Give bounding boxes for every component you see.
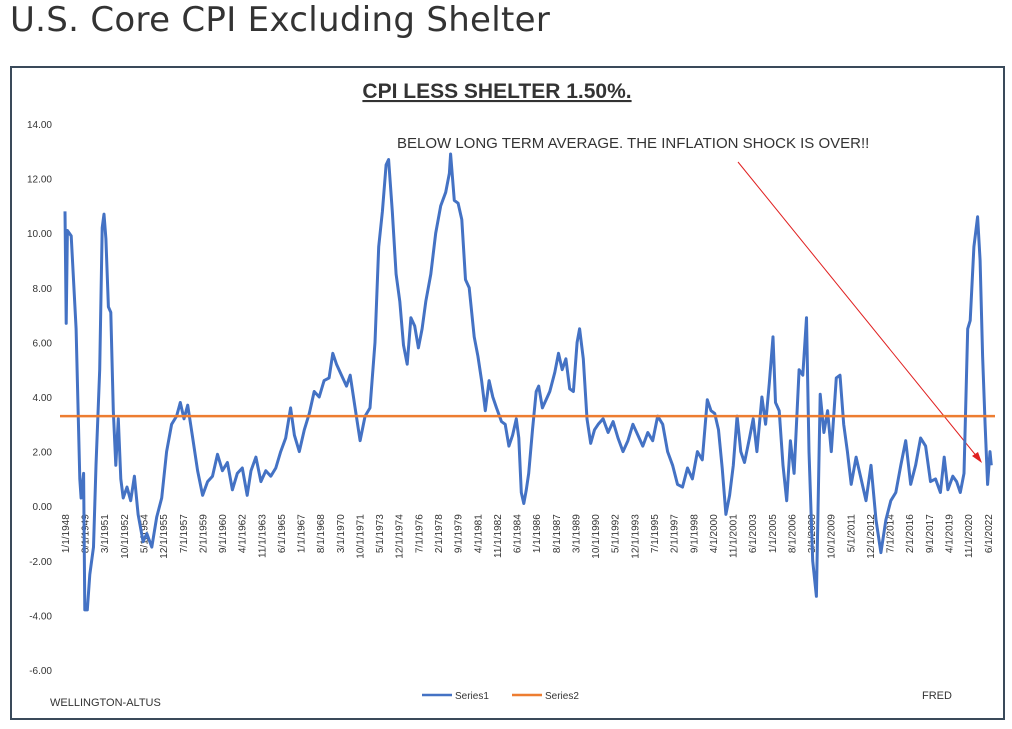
x-tick-label: 5/1/1973 xyxy=(375,514,386,553)
x-tick-label: 2/1/1959 xyxy=(198,514,209,553)
x-tick-label: 11/1/2020 xyxy=(964,514,975,558)
x-tick-label: 7/1/2014 xyxy=(886,514,897,553)
x-tick-label: 4/1/2000 xyxy=(709,514,720,553)
x-tick-label: 8/1/1987 xyxy=(552,514,563,553)
x-tick-label: 3/1/1989 xyxy=(571,514,582,553)
line-series xyxy=(63,152,993,612)
y-tick-label: 10.00 xyxy=(27,229,52,240)
x-tick-label: 2/1/1997 xyxy=(670,514,681,553)
x-tick-label: 6/1/1965 xyxy=(277,514,288,553)
y-tick-label: 4.00 xyxy=(33,393,53,404)
x-tick-label: 3/1/1970 xyxy=(336,514,347,553)
legend-label: Series2 xyxy=(545,691,579,702)
y-tick-label: 14.00 xyxy=(27,120,52,131)
x-tick-label: 9/1/2017 xyxy=(925,514,936,553)
x-tick-label: 6/1/2003 xyxy=(748,514,759,553)
arrow-head xyxy=(972,452,982,463)
x-tick-label: 7/1/1995 xyxy=(650,514,661,553)
x-tick-label: 12/1/1974 xyxy=(395,514,406,559)
x-tick-label: 5/1/1954 xyxy=(139,514,150,553)
x-tick-label: 4/1/1962 xyxy=(238,514,249,553)
x-tick-label: 9/1/1979 xyxy=(454,514,465,553)
x-tick-label: 7/1/1976 xyxy=(414,514,425,553)
x-tick-label: 5/1/2011 xyxy=(846,514,857,553)
chart-frame xyxy=(10,66,1005,720)
legend-label: Series1 xyxy=(455,691,489,702)
y-tick-label: 0.00 xyxy=(33,502,53,513)
x-tick-label: 6/1/2022 xyxy=(984,514,995,553)
x-tick-label: 9/1/1998 xyxy=(689,514,700,553)
x-tick-label: 1/1/1967 xyxy=(297,514,308,553)
x-tick-label: 11/1/1963 xyxy=(257,514,268,558)
annotation: BELOW LONG TERM AVERAGE. THE INFLATION S… xyxy=(397,135,869,152)
x-tick-label: 12/1/2012 xyxy=(866,514,877,559)
x-tick-label: 8/1/2006 xyxy=(787,514,798,553)
y-tick-label: 12.00 xyxy=(27,175,52,186)
x-tick-label: 5/1/1992 xyxy=(611,514,622,553)
x-tick-label: 4/1/2019 xyxy=(944,514,955,553)
x-tick-label: 1/1/1986 xyxy=(532,514,543,553)
x-tick-label: 8/1/1949 xyxy=(81,514,92,553)
chart-title: CPI LESS SHELTER 1.50%. xyxy=(362,80,631,103)
y-tick-label: 6.00 xyxy=(33,338,53,349)
x-tick-label: 2/1/1978 xyxy=(434,514,445,553)
y-tick-label: -2.00 xyxy=(29,557,52,568)
y-tick-label: -4.00 xyxy=(29,611,52,622)
x-tick-label: 1/1/2005 xyxy=(768,514,779,553)
x-tick-label: 1/1/1948 xyxy=(61,514,72,553)
x-tick-label: 9/1/1960 xyxy=(218,514,229,553)
x-tick-label: 10/1/1952 xyxy=(120,514,131,559)
x-tick-label: 6/1/1984 xyxy=(513,514,524,553)
x-tick-label: 11/1/2001 xyxy=(729,514,740,558)
annotation-arrow xyxy=(737,161,979,459)
x-tick-label: 2/1/2016 xyxy=(905,514,916,553)
source-left: WELLINGTON-ALTUS xyxy=(50,697,161,709)
x-tick-label: 8/1/1968 xyxy=(316,514,327,553)
x-tick-label: 10/1/1971 xyxy=(355,514,366,559)
x-tick-label: 4/1/1981 xyxy=(473,514,484,553)
x-tick-label: 10/1/2009 xyxy=(827,514,838,559)
y-tick-label: -6.00 xyxy=(29,666,52,677)
source-right: FRED xyxy=(922,690,952,702)
x-tick-label: 11/1/1982 xyxy=(493,514,504,558)
y-tick-label: 2.00 xyxy=(33,448,53,459)
x-tick-label: 3/1/1951 xyxy=(100,514,111,553)
x-tick-label: 12/1/1993 xyxy=(630,514,641,559)
x-tick-label: 10/1/1990 xyxy=(591,514,602,559)
x-tick-label: 7/1/1957 xyxy=(179,514,190,553)
page-title: U.S. Core CPI Excluding Shelter xyxy=(10,0,551,40)
x-tick-label: 12/1/1955 xyxy=(159,514,170,559)
y-tick-label: 8.00 xyxy=(33,284,53,295)
